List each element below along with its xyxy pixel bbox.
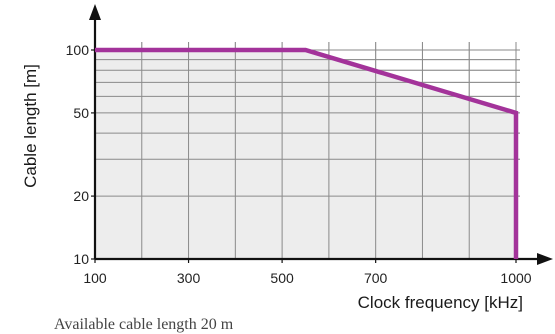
safe-area-fill [95, 50, 516, 259]
x-tick-label: 1000 [500, 270, 531, 286]
y-tick-label: 50 [73, 105, 89, 121]
chart: 100 300 500 700 1000 10 20 50 100 Clock frequen… [0, 0, 555, 327]
y-axis-arrow-icon [89, 4, 101, 20]
x-tick-label: 300 [177, 270, 201, 286]
y-tick-label: 20 [73, 188, 89, 204]
x-axis-title: Clock frequency [kHz] [358, 293, 523, 312]
footer-note: Available cable length 20 m [54, 316, 233, 334]
y-axis-title: Cable length [m] [21, 64, 40, 188]
y-tick-labels: 10 20 50 100 [66, 42, 95, 267]
x-tick-label: 700 [364, 270, 388, 286]
x-tick-label: 100 [83, 270, 107, 286]
x-tick-label: 500 [270, 270, 294, 286]
y-tick-label: 10 [73, 251, 89, 267]
x-tick-labels: 100 300 500 700 1000 [83, 259, 531, 286]
x-axis-arrow-icon [537, 253, 553, 265]
y-tick-label: 100 [66, 42, 90, 58]
